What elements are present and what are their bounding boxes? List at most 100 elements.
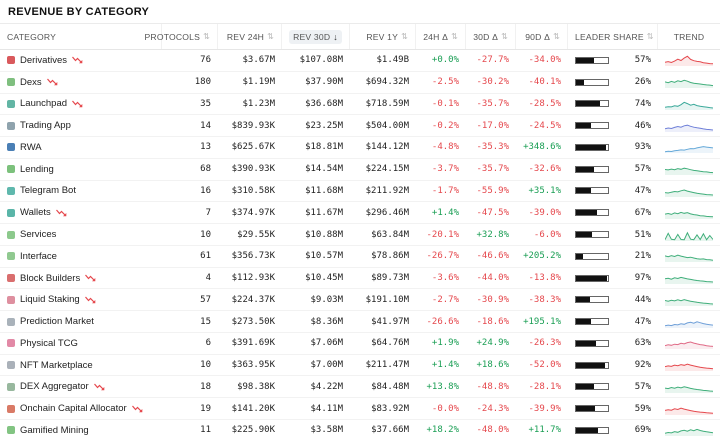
category-cell[interactable]: Gamified Mining xyxy=(0,425,162,436)
category-cell[interactable]: Onchain Capital Allocator xyxy=(0,403,162,414)
category-cell[interactable]: Wallets xyxy=(0,207,162,218)
category-cell[interactable]: Services xyxy=(0,229,162,240)
chg-90d-cell: -32.6% xyxy=(528,164,561,175)
category-color-icon xyxy=(7,252,15,261)
column-header-rev-24h[interactable]: REV 24H ⇅ xyxy=(218,24,282,49)
table-row[interactable]: Derivatives 76 $3.67M $107.08M $1.49B +0.0% -2… xyxy=(0,50,720,72)
category-cell[interactable]: Derivatives xyxy=(0,55,162,66)
chg-90d-cell: +11.7% xyxy=(528,425,561,436)
column-header-leader-share[interactable]: LEADER SHARE ⇅ xyxy=(568,24,658,49)
column-header-24h-delta[interactable]: 24H Δ ⇅ xyxy=(416,24,466,49)
leader-share-bar xyxy=(575,274,609,282)
table-row[interactable]: Launchpad 35 $1.23M $36.68M $718.59M -0.1% -35… xyxy=(0,94,720,116)
category-label: Lending xyxy=(20,163,54,175)
column-header-30d-delta[interactable]: 30D Δ ⇅ xyxy=(466,24,516,49)
column-header-90d-delta[interactable]: 90D Δ ⇅ xyxy=(516,24,568,49)
protocols-cell: 61 xyxy=(200,251,211,262)
chg-90d-cell: -26.3% xyxy=(528,338,561,349)
rev-24h-cell: $224.37K xyxy=(231,294,275,305)
category-label: Launchpad xyxy=(20,98,68,110)
protocols-cell: 16 xyxy=(200,185,211,196)
chg-24h-cell: -0.2% xyxy=(431,120,459,131)
category-cell[interactable]: Liquid Staking xyxy=(0,294,162,305)
rev-24h-cell: $391.69K xyxy=(231,338,275,349)
table-row[interactable]: Dexs 180 $1.19M $37.90M $694.32M -2.5% -30.2% -… xyxy=(0,72,720,94)
chg-90d-cell: -52.0% xyxy=(528,360,561,371)
category-cell[interactable]: Lending xyxy=(0,164,162,175)
rev-24h-cell: $225.90K xyxy=(231,425,275,436)
category-cell[interactable]: Prediction Market xyxy=(0,316,162,327)
category-label: RWA xyxy=(20,141,42,153)
leader-share-cell: 97% xyxy=(568,273,658,283)
table-row[interactable]: Lending 68 $390.93K $14.54M $224.15M -3.7% -35… xyxy=(0,159,720,181)
category-cell[interactable]: Physical TCG xyxy=(0,338,162,349)
protocols-cell: 10 xyxy=(200,229,211,240)
column-header-rev-1y[interactable]: REV 1Y ⇅ xyxy=(350,24,416,49)
table-row[interactable]: Liquid Staking 57 $224.37K $9.03M $191.10M -2… xyxy=(0,289,720,312)
table-row[interactable]: Wallets 7 $374.97K $11.67M $296.46M +1.4% -47.… xyxy=(0,202,720,225)
category-color-icon xyxy=(7,274,15,283)
category-color-icon xyxy=(7,361,15,370)
category-color-icon xyxy=(7,404,15,413)
chg-30d-cell: -35.7% xyxy=(476,98,509,109)
category-cell[interactable]: NFT Marketplace xyxy=(0,360,162,371)
category-cell[interactable]: Dexs xyxy=(0,77,162,88)
column-label: TREND xyxy=(673,31,705,42)
leader-share-cell: 46% xyxy=(568,121,658,131)
category-color-icon xyxy=(7,121,15,130)
column-header-protocols[interactable]: PROTOCOLS ⇅ xyxy=(144,24,218,49)
chg-24h-cell: +1.9% xyxy=(431,338,459,349)
protocols-cell: 13 xyxy=(200,142,211,153)
rev-1y-cell: $694.32M xyxy=(365,77,409,88)
table-row[interactable]: DEX Aggregator 18 $98.38K $4.22M $84.48M +13.… xyxy=(0,376,720,399)
category-color-icon xyxy=(7,165,15,174)
leader-share-bar xyxy=(575,100,609,108)
category-cell[interactable]: Telegram Bot xyxy=(0,185,162,196)
category-color-icon xyxy=(7,339,15,348)
trend-sparkline xyxy=(658,271,720,285)
rev-30d-cell: $37.90M xyxy=(305,77,343,88)
chg-90d-cell: -39.0% xyxy=(528,207,561,218)
leader-share-value: 92% xyxy=(634,360,651,371)
table-row[interactable]: RWA 13 $625.67K $18.81M $144.12M -4.8% -35.3% +… xyxy=(0,137,720,159)
table-row[interactable]: Trading App 14 $839.93K $23.25M $504.00M -0.2… xyxy=(0,115,720,138)
leader-share-bar xyxy=(575,56,609,64)
chg-24h-cell: -0.0% xyxy=(431,403,459,414)
column-header-rev-30d[interactable]: REV 30D ↓ xyxy=(282,24,350,49)
leader-share-bar xyxy=(575,339,609,347)
table-row[interactable]: Block Builders 4 $112.93K $10.45M $89.73M -3.… xyxy=(0,268,720,290)
leader-share-value: 26% xyxy=(634,77,651,88)
chg-90d-cell: -24.5% xyxy=(528,120,561,131)
category-label: Telegram Bot xyxy=(20,185,76,197)
category-color-icon xyxy=(7,426,15,435)
chg-90d-cell: +195.1% xyxy=(523,316,561,327)
table-row[interactable]: Services 10 $29.55K $10.88M $63.84M -20.1% +32… xyxy=(0,224,720,246)
chg-30d-cell: -27.7% xyxy=(476,55,509,66)
chg-30d-cell: +18.6% xyxy=(476,360,509,371)
category-color-icon xyxy=(7,99,15,108)
rev-24h-cell: $112.93K xyxy=(231,273,275,284)
table-row[interactable]: Gamified Mining 11 $225.90K $3.58M $37.66M +1… xyxy=(0,420,720,441)
table-row[interactable]: NFT Marketplace 10 $363.95K $7.00M $211.47M +… xyxy=(0,355,720,377)
category-cell[interactable]: Interface xyxy=(0,251,162,262)
rev-30d-cell: $36.68M xyxy=(305,98,343,109)
column-label: 90D Δ xyxy=(525,31,551,42)
category-cell[interactable]: Trading App xyxy=(0,120,162,131)
column-label: CATEGORY xyxy=(7,31,57,42)
table-row[interactable]: Telegram Bot 16 $310.58K $11.68M $211.92M -1.… xyxy=(0,181,720,203)
table-row[interactable]: Onchain Capital Allocator 19 $141.20K $4.11… xyxy=(0,398,720,421)
category-cell[interactable]: Block Builders xyxy=(0,273,162,284)
table-row[interactable]: Interface 61 $356.73K $10.57M $78.86M -26.7% -… xyxy=(0,246,720,268)
trend-sparkline xyxy=(658,75,720,89)
leader-share-bar xyxy=(575,252,609,260)
protocols-cell: 14 xyxy=(200,120,211,131)
chg-90d-cell: +348.6% xyxy=(523,142,561,153)
category-cell[interactable]: DEX Aggregator xyxy=(0,381,162,392)
category-cell[interactable]: Launchpad xyxy=(0,98,162,109)
category-label: Gamified Mining xyxy=(20,424,89,436)
table-row[interactable]: Prediction Market 15 $273.50K $8.36M $41.97M… xyxy=(0,311,720,333)
category-color-icon xyxy=(7,56,15,65)
table-row[interactable]: Physical TCG 6 $391.69K $7.06M $64.76M +1.9% +… xyxy=(0,333,720,355)
chg-90d-cell: -39.9% xyxy=(528,403,561,414)
category-cell[interactable]: RWA xyxy=(0,142,162,153)
